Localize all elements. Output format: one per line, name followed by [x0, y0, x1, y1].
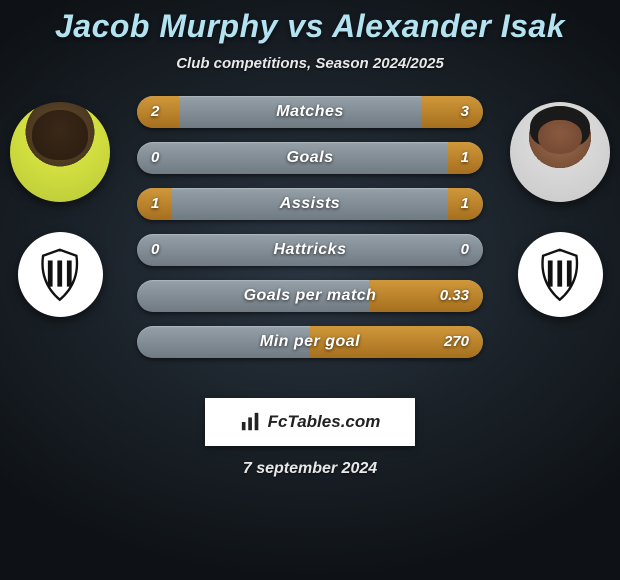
shield-icon	[30, 245, 90, 305]
club-left-crest	[18, 232, 103, 317]
watermark: FcTables.com	[205, 398, 415, 446]
club-right-crest	[518, 232, 603, 317]
stat-label: Matches	[137, 96, 483, 128]
stat-label: Min per goal	[137, 326, 483, 358]
stat-label: Goals per match	[137, 280, 483, 312]
player-right-avatar	[510, 102, 610, 202]
stat-row-mpg: 270Min per goal	[137, 326, 483, 358]
stat-row-assists: 11Assists	[137, 188, 483, 220]
date-text: 7 september 2024	[0, 460, 620, 478]
watermark-text: FcTables.com	[268, 412, 381, 432]
stat-row-gpm: 0.33Goals per match	[137, 280, 483, 312]
stat-label: Hattricks	[137, 234, 483, 266]
stat-label: Goals	[137, 142, 483, 174]
stat-row-hattricks: 00Hattricks	[137, 234, 483, 266]
left-column	[10, 102, 110, 317]
stat-bars: 23Matches 01Goals 11Assists 00Hattricks 0.33…	[137, 96, 483, 358]
page-title: Jacob Murphy vs Alexander Isak	[0, 8, 620, 45]
right-column	[510, 102, 610, 317]
player-left-avatar	[10, 102, 110, 202]
comparison-card: Jacob Murphy vs Alexander Isak Club comp…	[0, 0, 620, 580]
comparison-area: 23Matches01Goals11Assists00Hattricks0.33…	[0, 102, 620, 392]
stat-label: Assists	[137, 188, 483, 220]
subtitle: Club competitions, Season 2024/2025	[0, 55, 620, 72]
stat-row-matches: 23Matches	[137, 96, 483, 128]
chart-bars-icon	[240, 411, 262, 433]
shield-icon	[530, 245, 590, 305]
stat-row-goals: 01Goals	[137, 142, 483, 174]
